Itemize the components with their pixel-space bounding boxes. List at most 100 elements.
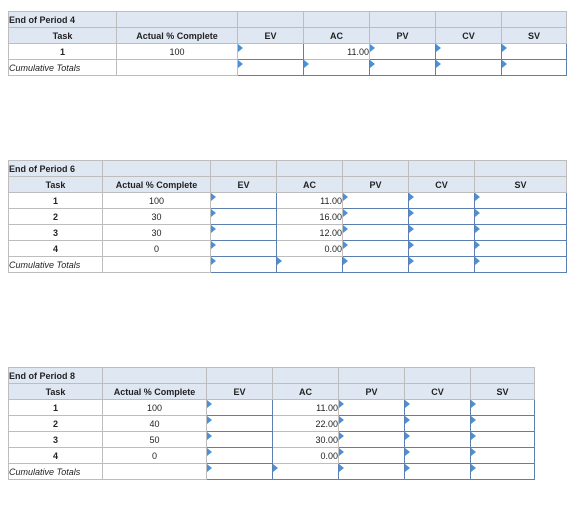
pv-total-input[interactable] xyxy=(342,256,409,273)
ev-input[interactable] xyxy=(210,192,277,209)
sv-input[interactable] xyxy=(470,431,535,448)
header-cv: CV xyxy=(404,383,471,400)
task-number: 2 xyxy=(8,415,103,432)
ev-total-input[interactable] xyxy=(237,59,304,76)
ac-value: 0.00 xyxy=(272,447,339,464)
sv-input[interactable] xyxy=(470,447,535,464)
ev-input[interactable] xyxy=(206,447,273,464)
ac-value: 30.00 xyxy=(272,431,339,448)
pv-input[interactable] xyxy=(342,240,409,257)
sv-input[interactable] xyxy=(474,240,567,257)
table-row: 3 30 12.00 xyxy=(8,224,567,241)
cv-total-input[interactable] xyxy=(408,256,475,273)
table-row: 4 0 0.00 xyxy=(8,447,535,464)
pv-input[interactable] xyxy=(342,224,409,241)
header-cv: CV xyxy=(408,176,475,193)
header-task: Task xyxy=(8,27,117,44)
actual-complete-value: 100 xyxy=(102,192,211,209)
header-task: Task xyxy=(8,176,103,193)
header-task: Task xyxy=(8,383,103,400)
period-4-table: End of Period 4 Task Actual % Complete E… xyxy=(8,11,567,76)
ev-total-input[interactable] xyxy=(206,463,273,480)
cv-input[interactable] xyxy=(435,43,502,60)
ev-input[interactable] xyxy=(206,399,273,416)
totals-row: Cumulative Totals xyxy=(8,463,535,480)
table-row: 1 100 11.00 xyxy=(8,399,535,416)
header-sv: SV xyxy=(470,383,535,400)
header-ac: AC xyxy=(303,27,370,44)
cv-input[interactable] xyxy=(404,415,471,432)
period-8-table: End of Period 8 Task Actual % Complete E… xyxy=(8,367,535,480)
sv-total-input[interactable] xyxy=(474,256,567,273)
header-ev: EV xyxy=(237,27,304,44)
cv-input[interactable] xyxy=(404,399,471,416)
table-row: 1 100 11.00 xyxy=(8,43,567,60)
pv-input[interactable] xyxy=(369,43,436,60)
pv-input[interactable] xyxy=(338,447,405,464)
pv-input[interactable] xyxy=(342,208,409,225)
table-row: 2 30 16.00 xyxy=(8,208,567,225)
ev-input[interactable] xyxy=(206,415,273,432)
pv-total-input[interactable] xyxy=(369,59,436,76)
ac-value: 16.00 xyxy=(276,208,343,225)
period-title: End of Period 4 xyxy=(8,11,117,28)
totals-row: Cumulative Totals xyxy=(8,59,567,76)
header-pv: PV xyxy=(369,27,436,44)
sv-input[interactable] xyxy=(474,224,567,241)
actual-complete-value: 30 xyxy=(102,208,211,225)
header-actual-complete: Actual % Complete xyxy=(116,27,238,44)
ac-total-input[interactable] xyxy=(303,59,370,76)
cv-input[interactable] xyxy=(408,192,475,209)
sv-total-input[interactable] xyxy=(501,59,567,76)
sv-input[interactable] xyxy=(470,399,535,416)
task-number: 4 xyxy=(8,240,103,257)
header-sv: SV xyxy=(501,27,567,44)
table-row: 4 0 0.00 xyxy=(8,240,567,257)
ac-total-input[interactable] xyxy=(272,463,339,480)
cumulative-totals-label: Cumulative Totals xyxy=(8,256,103,273)
cv-total-input[interactable] xyxy=(435,59,502,76)
cv-input[interactable] xyxy=(404,447,471,464)
ac-value: 11.00 xyxy=(303,43,370,60)
ev-input[interactable] xyxy=(210,224,277,241)
table-row: 1 100 11.00 xyxy=(8,192,567,209)
period-title: End of Period 8 xyxy=(8,367,103,384)
header-pv: PV xyxy=(338,383,405,400)
ac-value: 12.00 xyxy=(276,224,343,241)
task-number: 3 xyxy=(8,224,103,241)
table-row: 3 50 30.00 xyxy=(8,431,535,448)
cv-input[interactable] xyxy=(408,208,475,225)
ev-total-input[interactable] xyxy=(210,256,277,273)
sv-input[interactable] xyxy=(474,208,567,225)
pv-input[interactable] xyxy=(338,415,405,432)
sv-input[interactable] xyxy=(470,415,535,432)
header-ev: EV xyxy=(206,383,273,400)
ev-input[interactable] xyxy=(237,43,304,60)
task-number: 1 xyxy=(8,43,117,60)
sv-input[interactable] xyxy=(474,192,567,209)
header-cv: CV xyxy=(435,27,502,44)
cv-input[interactable] xyxy=(408,224,475,241)
cv-total-input[interactable] xyxy=(404,463,471,480)
task-number: 1 xyxy=(8,192,103,209)
ac-total-input[interactable] xyxy=(276,256,343,273)
sv-input[interactable] xyxy=(501,43,567,60)
cv-input[interactable] xyxy=(408,240,475,257)
actual-complete-value: 50 xyxy=(102,431,207,448)
ac-value: 11.00 xyxy=(272,399,339,416)
period-6-table: End of Period 6 Task Actual % Complete E… xyxy=(8,160,567,273)
cumulative-totals-label: Cumulative Totals xyxy=(8,59,117,76)
actual-complete-value: 0 xyxy=(102,447,207,464)
ev-input[interactable] xyxy=(210,208,277,225)
ev-input[interactable] xyxy=(210,240,277,257)
actual-complete-value: 100 xyxy=(102,399,207,416)
task-number: 1 xyxy=(8,399,103,416)
pv-input[interactable] xyxy=(338,399,405,416)
cv-input[interactable] xyxy=(404,431,471,448)
pv-input[interactable] xyxy=(338,431,405,448)
pv-input[interactable] xyxy=(342,192,409,209)
pv-total-input[interactable] xyxy=(338,463,405,480)
ev-input[interactable] xyxy=(206,431,273,448)
header-sv: SV xyxy=(474,176,567,193)
sv-total-input[interactable] xyxy=(470,463,535,480)
